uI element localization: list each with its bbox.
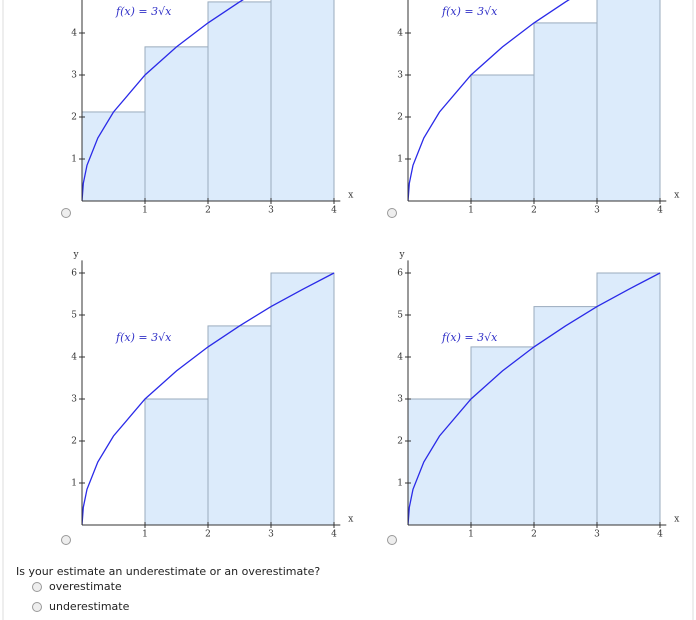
y-tick-label: 1 — [71, 155, 77, 165]
option: underestimate — [49, 600, 130, 613]
bar — [270, 272, 335, 525]
plot: 1 2 3 4 1 2 3 4 x f(x) = 3√x — [397, 0, 679, 216]
x-tick-label: 4 — [657, 206, 663, 216]
x-tick-label: 1 — [468, 530, 474, 540]
x-axis-label: x — [348, 515, 353, 525]
bar — [470, 74, 535, 201]
x-tick-label: 2 — [205, 530, 211, 540]
y-tick-label: 3 — [71, 395, 77, 405]
bar — [82, 111, 146, 201]
radio-button[interactable] — [32, 582, 42, 592]
curve — [408, 0, 570, 201]
radio-button[interactable] — [387, 208, 397, 218]
curve — [408, 272, 661, 525]
plot-area — [408, 272, 661, 525]
x-tick-label: 1 — [142, 530, 148, 540]
plot-area — [82, 0, 335, 201]
y-tick-label: 2 — [397, 437, 403, 447]
y-axis-label: y — [72, 250, 79, 260]
y-tick-label: 4 — [397, 353, 403, 363]
bar — [533, 22, 598, 201]
function-label: f(x) = 3√x — [441, 5, 498, 18]
radio-button[interactable] — [61, 208, 71, 218]
plot: 1 2 3 4 1 2 3 4 x f(x) = 3√x — [71, 0, 353, 216]
y-tick-label: 5 — [71, 311, 77, 321]
function-label: f(x) = 3√x — [441, 331, 498, 344]
x-tick-label: 3 — [268, 530, 274, 540]
y-tick-label: 1 — [71, 479, 77, 489]
x-tick-label: 1 — [468, 206, 474, 216]
y-tick-label: 1 — [397, 479, 403, 489]
y-tick-label: 5 — [397, 311, 403, 321]
x-tick-label: 1 — [142, 206, 148, 216]
radio-button[interactable] — [387, 535, 397, 545]
y-tick-label: 2 — [397, 113, 403, 123]
bar — [596, 0, 661, 201]
x-tick-label: 4 — [331, 206, 337, 216]
curve — [82, 0, 244, 201]
x-tick-label: 2 — [531, 206, 537, 216]
y-tick-label: 4 — [71, 353, 77, 363]
y-tick-label: 6 — [397, 269, 403, 279]
x-axis-label: x — [674, 191, 679, 201]
x-axis-label: x — [674, 515, 679, 525]
radio-button[interactable] — [61, 535, 71, 545]
curve — [82, 272, 335, 525]
plot: 1 2 3 4 1 2 3 4 5 6 x y f(x) = 3√x — [71, 250, 353, 540]
x-tick-label: 2 — [205, 206, 211, 216]
function-label: f(x) = 3√x — [115, 5, 172, 18]
y-tick-label: 1 — [397, 155, 403, 165]
bar — [533, 306, 598, 525]
x-axis-label: x — [348, 191, 353, 201]
x-tick-label: 3 — [268, 206, 274, 216]
y-axis-label: y — [398, 250, 405, 260]
y-tick-label: 3 — [397, 71, 403, 81]
y-tick-label: 3 — [71, 71, 77, 81]
x-tick-label: 2 — [531, 530, 537, 540]
bar — [144, 398, 209, 525]
x-tick-label: 3 — [594, 530, 600, 540]
plot-area — [408, 0, 661, 201]
y-tick-label: 4 — [71, 29, 77, 39]
x-tick-label: 3 — [594, 206, 600, 216]
x-tick-label: 4 — [331, 530, 337, 540]
y-tick-label: 2 — [71, 437, 77, 447]
bar — [470, 346, 535, 525]
bar — [270, 0, 335, 201]
y-tick-label: 2 — [71, 113, 77, 123]
radio-button[interactable] — [32, 602, 42, 612]
y-tick-label: 6 — [71, 269, 77, 279]
plot: 1 2 3 4 1 2 3 4 5 6 x y f(x) = 3√x — [397, 250, 679, 540]
y-tick-label: 4 — [397, 29, 403, 39]
function-label: f(x) = 3√x — [115, 331, 172, 344]
y-tick-label: 3 — [397, 395, 403, 405]
x-tick-label: 4 — [657, 530, 663, 540]
bar — [207, 1, 272, 201]
question: Is your estimate an underestimate or an … — [16, 565, 320, 578]
bar — [144, 46, 209, 201]
plot-area — [82, 272, 335, 525]
option: overestimate — [49, 580, 122, 593]
bar — [408, 398, 472, 525]
bar — [596, 272, 661, 525]
bar — [207, 325, 272, 525]
